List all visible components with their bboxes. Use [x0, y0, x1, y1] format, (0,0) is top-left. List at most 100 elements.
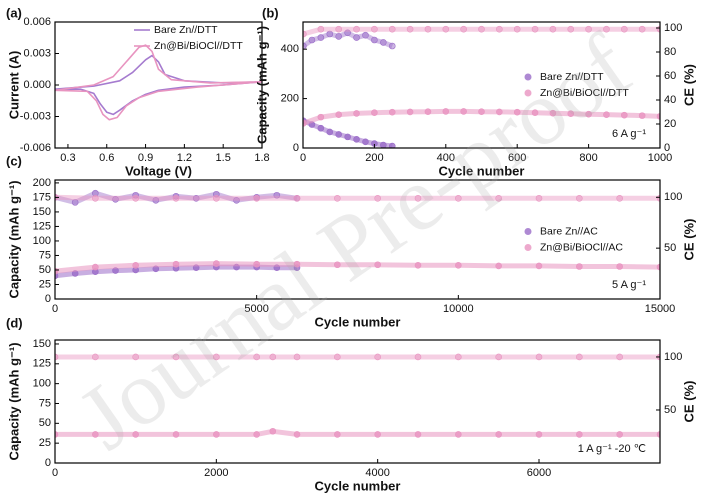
data-point	[269, 427, 277, 435]
data-point	[616, 263, 623, 270]
annotation: 1 A g⁻¹ -20 ℃	[578, 443, 646, 455]
data-point	[132, 195, 139, 202]
y2-tick-label: 40	[664, 94, 676, 106]
y-tick-label: 50	[39, 417, 51, 429]
panel: 0 2000 4000 6000 0 25 50 75 100 125 150 50 100 (d) Cyc…	[6, 315, 696, 493]
x-tick-label: 6000	[527, 467, 551, 479]
x-tick-label: 1.8	[254, 152, 269, 164]
data-point	[495, 195, 502, 202]
data-point	[353, 25, 360, 33]
data-point	[406, 108, 414, 116]
data-point	[513, 25, 521, 33]
data-point	[213, 431, 220, 438]
legend-marker	[524, 228, 532, 235]
x-axis-title: Cycle number	[315, 478, 401, 493]
data-point	[496, 25, 503, 33]
data-point	[92, 431, 99, 438]
legend-marker	[524, 73, 532, 81]
y2-axis-title: CE (%)	[681, 64, 696, 106]
x-tick-label: 200	[365, 152, 383, 164]
data-point	[496, 108, 503, 116]
plot-area	[303, 22, 660, 148]
x-tick-label: 0.6	[99, 152, 114, 164]
data-point	[495, 431, 502, 438]
data-point	[152, 197, 160, 204]
data-point	[371, 25, 378, 33]
panel-label: (d)	[6, 315, 23, 330]
data-point	[388, 42, 396, 50]
data-point	[414, 353, 422, 361]
x-axis-title: Voltage (V)	[125, 163, 192, 178]
data-point	[374, 195, 381, 202]
data-point	[414, 431, 422, 438]
y-tick-label: 125	[33, 220, 51, 232]
legend-marker	[524, 89, 532, 97]
legend-label: Bare Zn//AC	[540, 225, 598, 237]
annotation: 6 A g⁻¹	[612, 128, 646, 140]
y2-tick-label: 100	[664, 191, 682, 203]
series-line	[55, 194, 660, 201]
y-tick-label: -0.006	[20, 142, 51, 154]
data-point	[513, 108, 521, 116]
data-point	[638, 25, 646, 33]
data-point	[616, 353, 623, 361]
data-point	[362, 138, 369, 146]
data-point	[531, 25, 539, 33]
data-point	[172, 195, 180, 202]
x-tick-label: 400	[437, 152, 455, 164]
data-point	[656, 263, 660, 271]
x-tick-label: 1.2	[177, 152, 192, 164]
y2-tick-label: 0	[664, 142, 670, 154]
data-point	[92, 353, 99, 361]
data-point	[55, 431, 59, 438]
y-tick-label: 0	[293, 142, 299, 154]
data-point	[414, 195, 422, 202]
data-point	[317, 34, 325, 41]
data-point	[317, 124, 325, 132]
legend-label: Zn@Bi/BiOCl//DTT	[154, 40, 243, 52]
y-tick-label: 75	[39, 397, 51, 409]
data-point	[172, 431, 180, 438]
plot-marks	[55, 189, 660, 280]
y-tick-label: 100	[33, 235, 51, 247]
y2-tick-label: 100	[664, 22, 682, 34]
panel: 0 200 400 600 800 10000200400020406080100(b)C…	[254, 5, 696, 178]
data-point	[495, 353, 502, 361]
y-tick-label: 0.000	[23, 79, 51, 91]
y-tick-label: 400	[281, 43, 299, 55]
data-point	[374, 261, 381, 269]
data-point	[576, 195, 583, 202]
data-point	[656, 431, 660, 438]
data-point	[616, 195, 623, 202]
data-point	[253, 431, 260, 438]
data-point	[495, 262, 502, 270]
x-tick-label: 800	[579, 152, 597, 164]
data-point	[253, 353, 260, 361]
data-point	[535, 262, 543, 270]
x-tick-label: 1.5	[216, 152, 231, 164]
y-tick-label: 175	[33, 191, 51, 203]
y-tick-label: 25	[39, 437, 51, 449]
panel: 0 5000 10000 150000255075100125150175200501…	[6, 153, 696, 329]
data-point	[334, 431, 341, 438]
data-point	[585, 25, 592, 33]
data-point	[317, 113, 325, 121]
data-point	[567, 110, 575, 117]
y-tick-label: 150	[33, 206, 51, 218]
data-point	[603, 25, 610, 33]
data-point	[576, 263, 583, 270]
data-point	[535, 431, 543, 438]
y-tick-label: 200	[281, 92, 299, 104]
x-tick-label: 600	[508, 152, 526, 164]
data-point	[616, 431, 623, 438]
data-point	[353, 34, 360, 41]
data-point	[576, 431, 583, 438]
data-point	[92, 195, 99, 202]
panel-label: (b)	[262, 5, 279, 20]
x-tick-label: 0	[52, 467, 58, 479]
y2-tick-label: 50	[664, 404, 676, 416]
y2-tick-label: 100	[664, 351, 682, 363]
axis-frame	[302, 21, 661, 149]
y-tick-label: 0	[45, 457, 51, 469]
x-tick-label: 4000	[365, 467, 389, 479]
